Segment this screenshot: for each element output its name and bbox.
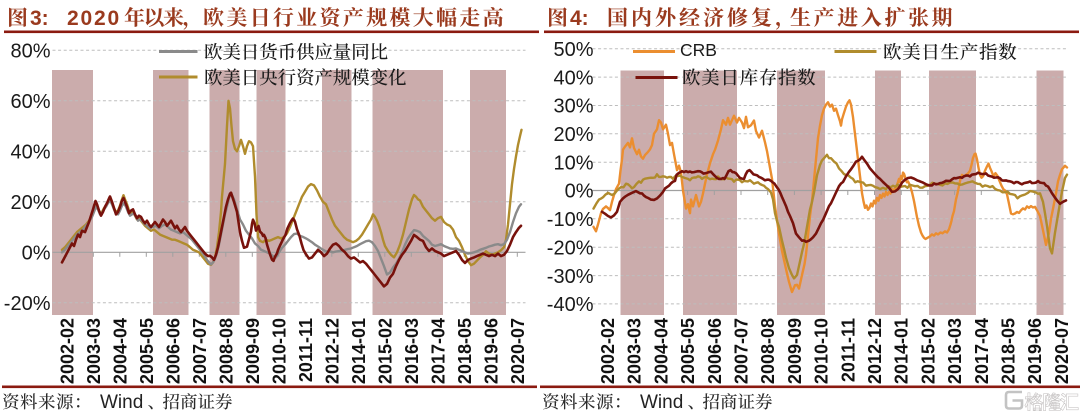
svg-text:2009-09: 2009-09: [785, 318, 805, 384]
svg-text:2010-10: 2010-10: [269, 318, 289, 384]
svg-text:2018-05: 2018-05: [999, 318, 1019, 384]
svg-text:2017-04: 2017-04: [428, 318, 448, 384]
svg-text:80%: 80%: [10, 41, 50, 63]
svg-text:Wind: Wind: [640, 392, 683, 413]
svg-text:2007-07: 2007-07: [732, 318, 752, 384]
svg-text:2015-02: 2015-02: [918, 318, 938, 384]
svg-text:2005-05: 2005-05: [137, 318, 157, 384]
svg-text:2020-07: 2020-07: [508, 318, 528, 384]
svg-text:50%: 50%: [553, 39, 593, 61]
svg-text:2004-04: 2004-04: [110, 318, 130, 384]
svg-text:0%: 0%: [565, 181, 594, 203]
svg-text:2015-02: 2015-02: [375, 318, 395, 384]
svg-text:CRB: CRB: [680, 40, 717, 60]
svg-text:2020: 2020: [67, 7, 121, 30]
svg-text:2012-12: 2012-12: [322, 318, 342, 384]
svg-text:20%: 20%: [10, 192, 50, 214]
svg-text:2011-11: 2011-11: [296, 318, 316, 382]
svg-text:2014-01: 2014-01: [892, 318, 912, 384]
svg-text:2007-07: 2007-07: [190, 318, 210, 384]
svg-text:2016-03: 2016-03: [402, 318, 422, 384]
svg-text:10%: 10%: [553, 152, 593, 174]
svg-text:3:: 3:: [30, 7, 49, 30]
svg-text:2016-03: 2016-03: [945, 318, 965, 384]
svg-text:-10%: -10%: [547, 209, 594, 231]
svg-text:2008-08: 2008-08: [758, 318, 778, 384]
svg-text:2003-03: 2003-03: [625, 318, 645, 384]
svg-text:2002-02: 2002-02: [598, 318, 618, 384]
svg-text:40%: 40%: [10, 142, 50, 164]
svg-text:60%: 60%: [10, 91, 50, 113]
svg-text:40%: 40%: [553, 67, 593, 89]
svg-text:30%: 30%: [553, 96, 593, 118]
svg-text:2018-05: 2018-05: [455, 318, 475, 384]
svg-text:-20%: -20%: [547, 237, 594, 259]
svg-text:2019-06: 2019-06: [1025, 318, 1045, 384]
svg-text:20%: 20%: [553, 124, 593, 146]
svg-text:2010-10: 2010-10: [812, 318, 832, 384]
svg-text:2006-06: 2006-06: [705, 318, 725, 384]
svg-text:2004-04: 2004-04: [651, 318, 671, 384]
svg-text:2006-06: 2006-06: [163, 318, 183, 384]
svg-text:2009-09: 2009-09: [243, 318, 263, 384]
svg-text:0%: 0%: [22, 243, 51, 265]
svg-text:-20%: -20%: [4, 293, 51, 315]
svg-text:2003-03: 2003-03: [84, 318, 104, 384]
svg-text:-40%: -40%: [547, 294, 594, 316]
svg-text:2019-06: 2019-06: [481, 318, 501, 384]
svg-text:2011-11: 2011-11: [838, 318, 858, 382]
svg-text:2017-04: 2017-04: [972, 318, 992, 384]
svg-text:2008-08: 2008-08: [216, 318, 236, 384]
svg-text:2014-01: 2014-01: [349, 318, 369, 384]
svg-text:2012-12: 2012-12: [865, 318, 885, 384]
svg-text:2002-02: 2002-02: [57, 318, 77, 384]
svg-text:Wind: Wind: [100, 392, 143, 413]
svg-text:-30%: -30%: [547, 266, 594, 288]
svg-text:2005-05: 2005-05: [678, 318, 698, 384]
svg-text:2020-07: 2020-07: [1052, 318, 1072, 384]
svg-text:4:: 4:: [570, 7, 589, 30]
